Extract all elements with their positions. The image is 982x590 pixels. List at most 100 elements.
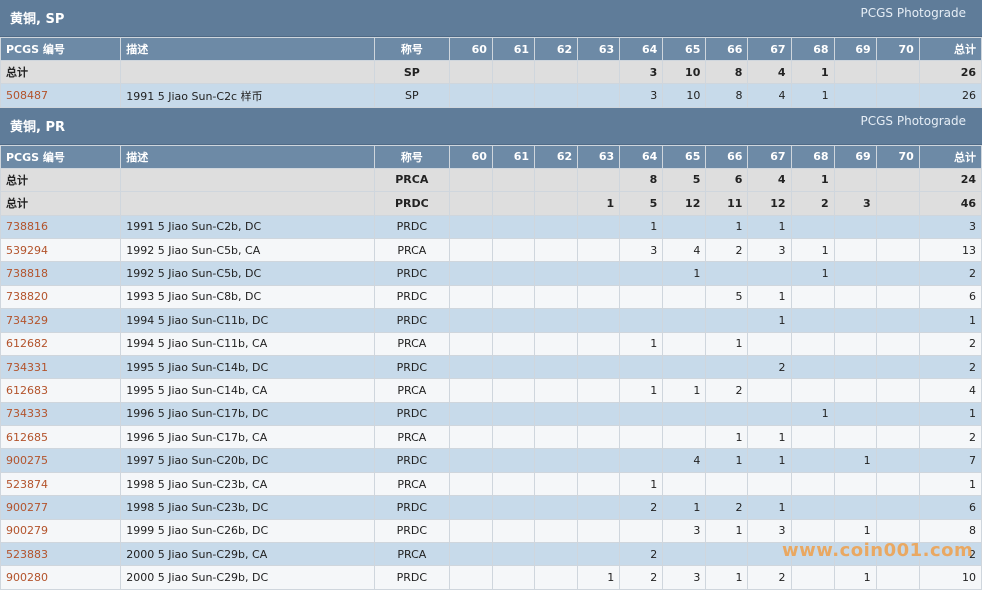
column-header[interactable]: 65 (662, 37, 707, 61)
grade-count-cell: 3 (747, 237, 792, 263)
photograde-link[interactable]: PCGS Photograde (860, 113, 966, 128)
section-title: 黄铜, PR (10, 119, 66, 135)
column-header[interactable]: PCGS 编号 (0, 37, 122, 61)
grade-count-cell (534, 448, 579, 473)
pcgs-number-cell: 738816 (0, 214, 122, 239)
pcgs-number-link[interactable]: 612682 (6, 337, 48, 351)
pcgs-number-link[interactable]: 738818 (6, 267, 48, 281)
column-header[interactable]: 68 (790, 144, 835, 169)
total-cell: 6 (918, 495, 982, 520)
grade-count-cell: 4 (662, 237, 707, 263)
grade-count-cell: 1 (747, 425, 792, 450)
column-header[interactable]: 62 (534, 37, 579, 61)
grade-count-cell: 8 (705, 83, 749, 108)
grade-count-cell (875, 284, 920, 310)
column-header[interactable]: 称号 (373, 37, 450, 61)
column-header[interactable]: 66 (705, 144, 749, 169)
grade-count-cell (577, 261, 621, 286)
column-header[interactable]: 总计 (918, 144, 982, 169)
total-cell: 1 (918, 471, 982, 497)
designation-cell: PRDC (373, 284, 450, 310)
table-row: 734333 1996 5 Jiao Sun-C17b, DC PRDC 1 1 (0, 401, 982, 427)
grade-count-cell (790, 284, 835, 310)
column-header[interactable]: 69 (833, 37, 877, 61)
column-header[interactable]: 64 (619, 144, 664, 169)
pcgs-number-link[interactable]: 523883 (6, 547, 48, 561)
table-row: 900275 1997 5 Jiao Sun-C20b, DC PRDC 4 1 1 1 7 (0, 448, 982, 473)
grade-count-cell (448, 261, 493, 286)
pcgs-number-link[interactable]: 900279 (6, 524, 48, 538)
column-header[interactable]: 称号 (373, 144, 450, 169)
grade-count-cell (448, 83, 493, 108)
pcgs-number-link[interactable]: 900280 (6, 571, 48, 585)
column-header[interactable]: 描述 (120, 144, 375, 169)
grade-count-cell (662, 401, 707, 427)
grade-count-cell: 4 (662, 448, 707, 473)
pcgs-number-link[interactable]: 738820 (6, 290, 48, 304)
grade-count-cell: 1 (705, 425, 749, 450)
grade-count-cell (448, 448, 493, 473)
grade-count-cell (833, 401, 877, 427)
grade-count-cell: 3 (619, 237, 664, 263)
grade-count-cell: 3 (833, 191, 877, 216)
column-header[interactable]: 70 (875, 37, 920, 61)
column-header[interactable]: 60 (448, 37, 493, 61)
column-header-row: PCGS 编号 描述 称号 60 61 62 63 64 65 66 67 68 69 70 总计 (0, 37, 982, 61)
grade-count-cell (875, 191, 920, 216)
column-header[interactable]: 63 (577, 37, 621, 61)
grade-count-cell (491, 425, 536, 450)
column-header[interactable]: 61 (491, 144, 536, 169)
grade-count-cell (534, 237, 579, 263)
column-header[interactable]: 68 (790, 37, 835, 61)
column-header[interactable]: 70 (875, 144, 920, 169)
column-header[interactable]: 67 (747, 144, 792, 169)
column-header[interactable]: 描述 (120, 37, 375, 61)
grade-count-cell (833, 378, 877, 403)
column-header[interactable]: 66 (705, 37, 749, 61)
grade-count-cell: 12 (662, 191, 707, 216)
pcgs-number-cell: 738820 (0, 284, 122, 310)
pcgs-number-link[interactable]: 523874 (6, 477, 48, 491)
column-header[interactable]: 64 (619, 37, 664, 61)
grade-count-cell (747, 331, 792, 356)
grade-count-cell (619, 354, 664, 380)
grade-count-cell: 2 (705, 495, 749, 520)
grade-count-cell: 12 (747, 191, 792, 216)
pcgs-number-link[interactable]: 900277 (6, 500, 48, 514)
column-header[interactable]: 61 (491, 37, 536, 61)
pcgs-number-link[interactable]: 612683 (6, 383, 48, 397)
section-title: 黄铜, SP (10, 12, 65, 27)
column-header[interactable]: 60 (448, 144, 493, 169)
pcgs-number-link[interactable]: 539294 (6, 243, 48, 257)
pcgs-number-link[interactable]: 734331 (6, 360, 48, 374)
column-header[interactable]: PCGS 编号 (0, 144, 122, 169)
grade-count-cell (790, 495, 835, 520)
photograde-link[interactable]: PCGS Photograde (860, 6, 966, 20)
grade-count-cell (534, 83, 579, 108)
grade-count-cell (577, 284, 621, 310)
column-header[interactable]: 69 (833, 144, 877, 169)
grade-count-cell (491, 59, 536, 85)
column-header[interactable]: 67 (747, 37, 792, 61)
grade-count-cell (790, 214, 835, 239)
grade-count-cell: 5 (619, 191, 664, 216)
table-row: 734331 1995 5 Jiao Sun-C14b, DC PRDC 2 2 (0, 354, 982, 380)
grade-count-cell: 1 (619, 471, 664, 497)
pcgs-number-link[interactable]: 612685 (6, 430, 48, 444)
pcgs-number-link[interactable]: 734333 (6, 407, 48, 421)
pcgs-number-link[interactable]: 900275 (6, 454, 48, 468)
column-header[interactable]: 63 (577, 144, 621, 169)
pcgs-number-cell: 523883 (0, 542, 122, 567)
grade-count-cell (875, 331, 920, 356)
column-header[interactable]: 总计 (918, 37, 982, 61)
grade-count-cell (448, 565, 493, 590)
pcgs-number-link[interactable]: 508487 (6, 89, 48, 103)
column-header[interactable]: 62 (534, 144, 579, 169)
grade-count-cell: 3 (662, 518, 707, 544)
pcgs-number-link[interactable]: 734329 (6, 313, 48, 327)
pcgs-number-link[interactable]: 738816 (6, 220, 48, 234)
column-header[interactable]: 65 (662, 144, 707, 169)
table-row: 738818 1992 5 Jiao Sun-C5b, DC PRDC 1 1 2 (0, 261, 982, 286)
grade-count-cell (534, 167, 579, 193)
